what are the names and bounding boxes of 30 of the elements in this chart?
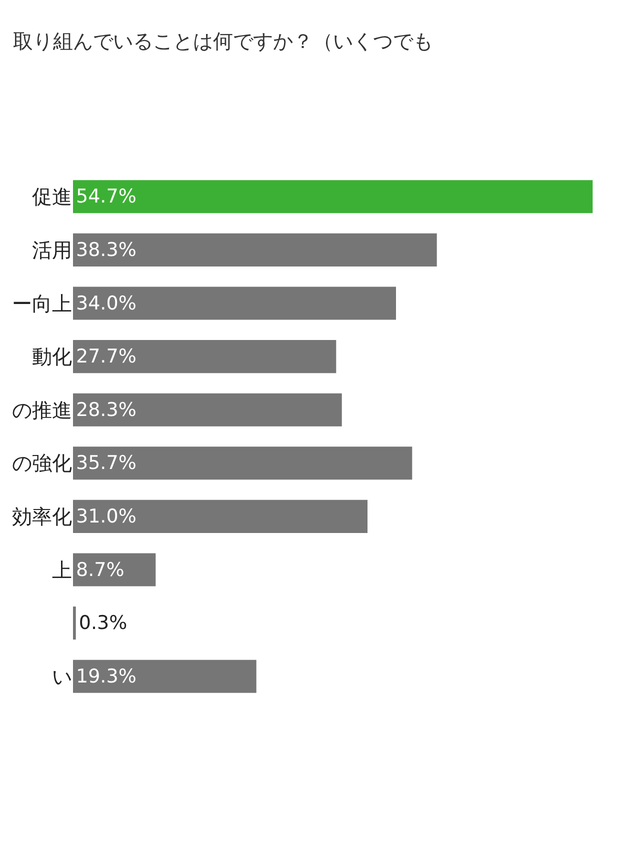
bar [73,393,342,426]
y-tick-label: 動化 [32,344,72,369]
bar [73,500,368,533]
y-tick-label: 上 [52,558,72,582]
data-label: 28.3% [76,398,136,421]
data-label: 38.3% [76,238,136,261]
y-tick-label: の強化 [12,451,72,476]
bar [73,446,412,480]
data-label: 34.0% [76,292,136,314]
y-tick-label: 促進 [32,184,72,209]
bar [73,286,396,320]
y-tick-label: 効率化 [12,504,72,528]
chart-title: 取り組んでいることは何ですか？（いくつでも [12,29,433,54]
bar [73,553,156,586]
y-tick-label: い [52,664,72,688]
data-label: 54.7% [76,186,136,208]
bar [73,660,256,693]
data-label: 35.7% [76,452,136,474]
data-label: 27.7% [76,346,136,368]
bar [73,180,593,214]
y-tick-label: の推進 [12,398,72,422]
bar [73,233,437,266]
y-tick-label: 活用 [32,238,72,262]
bar [73,606,76,640]
data-label: 19.3% [76,665,136,688]
data-label: 0.3% [78,612,128,634]
data-label: 31.0% [76,505,136,528]
bar [73,340,336,374]
data-label: 8.7% [76,558,124,581]
y-tick-label: ー向上 [12,291,72,316]
